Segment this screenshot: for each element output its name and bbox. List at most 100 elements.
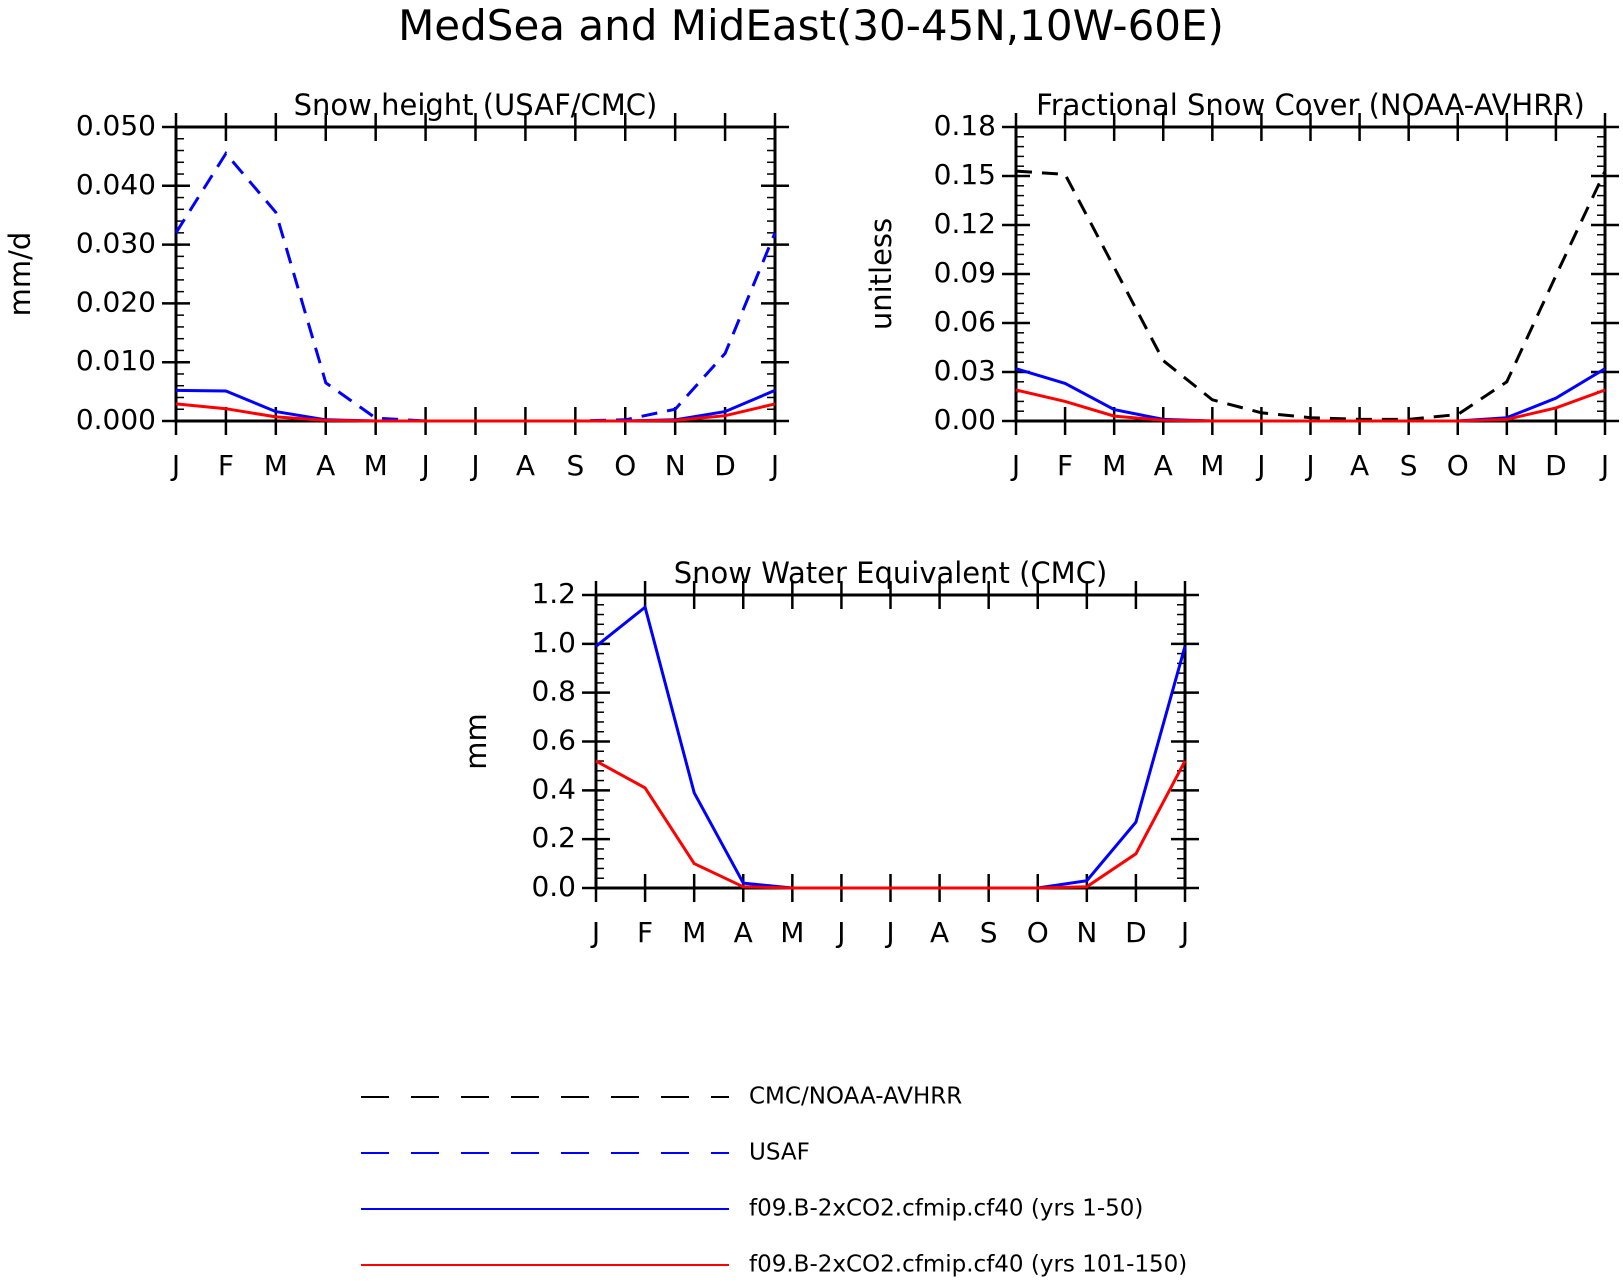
series-1-point [1605, 171, 1606, 172]
x-tick-label: D [1125, 916, 1147, 949]
x-tick-label: J [1599, 449, 1609, 482]
series-4-point [675, 420, 676, 421]
series-4-point [575, 421, 576, 422]
series-3-point [1408, 421, 1409, 422]
x-tick-label: O [614, 449, 636, 482]
x-tick-label: D [1545, 449, 1567, 482]
series-3-point [743, 886, 744, 887]
x-tick-label: J [884, 916, 894, 949]
series-1-point [694, 888, 695, 889]
series-3-point [890, 888, 891, 889]
legend-label: USAF [749, 1140, 810, 1166]
series-4-point [425, 421, 426, 422]
series-4-point [725, 415, 726, 416]
series-4-point [225, 408, 226, 409]
figure-title: MedSea and MidEast(30-45N,10W-60E) [398, 1, 1224, 50]
series-1-point [1261, 412, 1262, 413]
legend-entry: USAF [361, 1140, 810, 1166]
x-tick-label: A [1154, 449, 1173, 482]
x-tick-label: N [1496, 449, 1517, 482]
series-1-point [1065, 174, 1066, 175]
series-4-point [775, 403, 776, 404]
y-tick-label: 1.2 [531, 577, 576, 610]
series-line-4 [175, 402, 776, 423]
series-3-point [275, 411, 276, 412]
y-tick-label: 0.03 [934, 354, 996, 387]
x-tick-label: J [170, 449, 180, 482]
y-tick-label: 0.010 [76, 344, 156, 377]
x-tick-label: J [1010, 449, 1020, 482]
y-axis-label: mm [459, 713, 493, 770]
legend-entry: f09.B-2xCO2.cfmip.cf40 (yrs 101-150) [361, 1252, 1187, 1278]
x-tick-label: M [1102, 449, 1126, 482]
series-4-point [176, 403, 177, 404]
y-tick-label: 0.18 [934, 109, 996, 142]
x-tick-label: J [769, 449, 779, 482]
series-1-point [1135, 888, 1136, 889]
x-tick-label: J [590, 916, 600, 949]
x-tick-label: D [714, 449, 736, 482]
plot-frame [174, 125, 777, 423]
series-3-point [1065, 401, 1066, 402]
x-tick-label: F [637, 916, 653, 949]
series-4-point [375, 421, 376, 422]
y-tick-label: 0.4 [531, 772, 576, 805]
series-3-point [1310, 421, 1311, 422]
x-tick-label: N [1076, 916, 1097, 949]
legend-label: CMC/NOAA-AVHRR [749, 1084, 962, 1110]
y-tick-label: 0.2 [531, 821, 576, 854]
series-3-point [1037, 888, 1038, 889]
y-tick-label: 0.06 [934, 305, 996, 338]
series-2-point [1016, 368, 1017, 369]
chart-panel-3: Snow Water Equivalent (CMC)mm0.00.20.40.… [459, 556, 1199, 949]
chart-panel-1: Snow height (USAF/CMC)mm/d0.0000.0100.02… [3, 88, 789, 482]
legend-entry: CMC/NOAA-AVHRR [361, 1084, 962, 1110]
series-4-point [275, 416, 276, 417]
series-3-point [775, 390, 776, 391]
plot-frame [594, 593, 1187, 890]
series-2-point [596, 646, 597, 647]
series-1-point [775, 421, 776, 422]
series-3-point [1185, 761, 1186, 762]
series-1-point [1506, 381, 1507, 382]
x-tick-label: M [364, 449, 388, 482]
series-1-point [596, 888, 597, 889]
series-2-point [1114, 409, 1115, 410]
x-tick-label: J [1179, 916, 1189, 949]
series-2-point [225, 153, 226, 154]
x-tick-label: J [419, 449, 429, 482]
x-tick-label: N [665, 449, 686, 482]
series-3-point [1163, 420, 1164, 421]
y-tick-label: 0.020 [76, 285, 156, 318]
series-4-point [475, 421, 476, 422]
series-2-point [743, 883, 744, 884]
x-tick-label: M [682, 916, 706, 949]
x-tick-label: S [566, 449, 584, 482]
y-tick-label: 0.8 [531, 675, 576, 708]
x-tick-label: F [1057, 449, 1073, 482]
series-2-point [675, 409, 676, 410]
series-2-point [325, 382, 326, 383]
series-2-point [694, 792, 695, 793]
series-3-point [225, 391, 226, 392]
y-axis-label: unitless [864, 218, 898, 330]
y-tick-label: 0.040 [76, 168, 156, 201]
y-tick-label: 1.0 [531, 626, 576, 659]
x-tick-label: M [1200, 449, 1224, 482]
x-tick-label: A [930, 916, 949, 949]
series-3-point [725, 411, 726, 412]
chart-panel-2: Fractional Snow Cover (NOAA-AVHRR)unitle… [864, 88, 1619, 482]
series-4-point [625, 421, 626, 422]
series-3-point [1086, 886, 1087, 887]
series-2-point [1086, 880, 1087, 881]
series-1-point [1016, 171, 1017, 172]
series-3-point [1016, 389, 1017, 390]
series-3-point [1555, 407, 1556, 408]
series-3-point [694, 863, 695, 864]
y-tick-label: 0.0 [531, 870, 576, 903]
series-3-point [1135, 853, 1136, 854]
y-tick-label: 0.09 [934, 256, 996, 289]
x-tick-label: M [264, 449, 288, 482]
series-3-point [988, 888, 989, 889]
